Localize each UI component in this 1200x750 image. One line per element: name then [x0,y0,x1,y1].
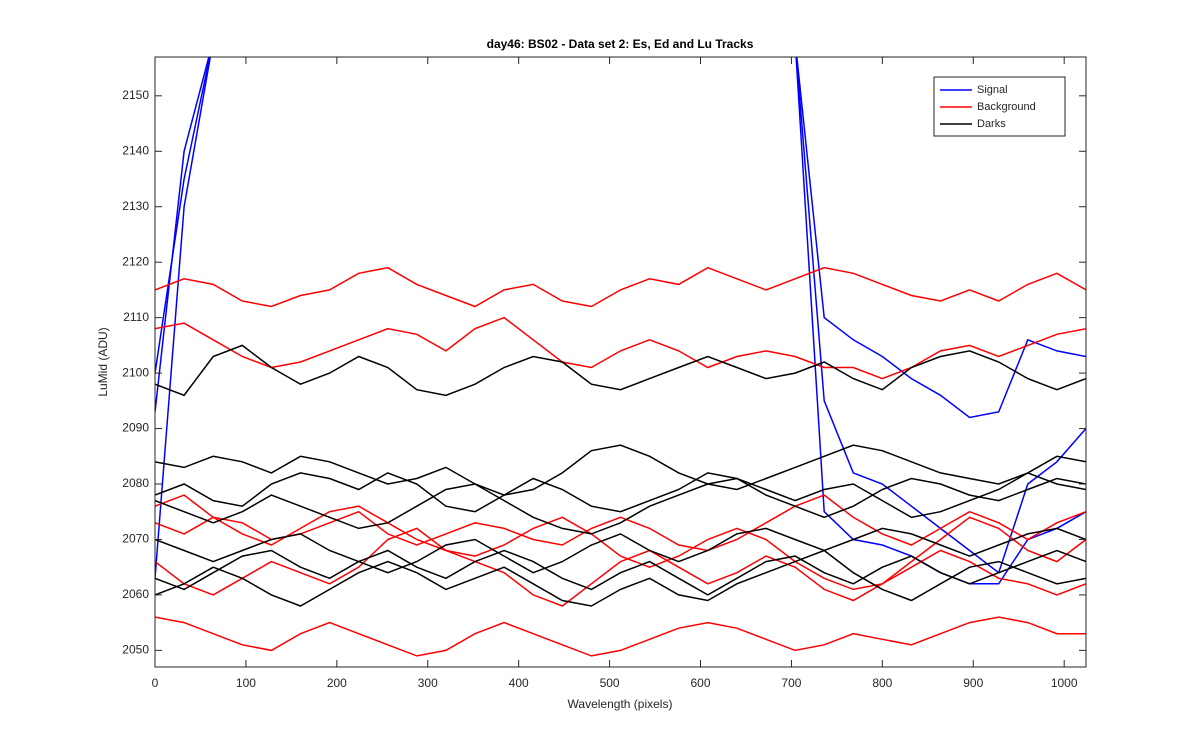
legend-label: Signal [977,84,1008,96]
x-tick-label: 900 [963,676,983,690]
series-line [155,344,1086,397]
series-line [155,472,1086,535]
x-tick-label: 500 [600,676,620,690]
y-tick-label: 2070 [122,532,149,546]
series-line [155,549,1086,596]
y-tick-label: 2100 [122,365,149,379]
legend-label: Darks [977,118,1006,130]
y-tick-label: 2130 [122,199,149,213]
x-tick-label: 400 [509,676,529,690]
x-tick-label: 0 [152,676,159,690]
x-tick-label: 200 [327,676,347,690]
x-tick-label: 1000 [1051,676,1078,690]
x-tick-label: 600 [690,676,710,690]
series-line [155,527,1086,574]
y-tick-label: 2050 [122,643,149,657]
legend-label: Background [977,101,1036,113]
y-tick-label: 2060 [122,587,149,601]
series-line [155,494,1086,591]
x-tick-label: 800 [872,676,892,690]
x-tick-label: 300 [418,676,438,690]
y-tick-label: 2120 [122,254,149,268]
x-axis-label: Wavelength (pixels) [568,697,673,711]
y-tick-label: 2140 [122,143,149,157]
y-axis-label: LuMid (ADU) [96,327,110,396]
y-tick-label: 2080 [122,476,149,490]
series-line [155,444,1086,496]
series-line [155,527,1086,607]
x-tick-label: 100 [236,676,256,690]
plot-area [155,57,1086,667]
series-line [155,549,1086,607]
x-tick-label: 700 [781,676,801,690]
axes-box [154,56,1087,668]
series-line [155,57,1086,419]
lines [155,57,1086,657]
y-tick-label: 2110 [123,310,149,324]
chart-title: day46: BS02 - Data set 2: Es, Ed and Lu … [487,37,754,51]
series-line [155,616,1086,657]
y-tick-label: 2150 [122,88,149,102]
series-line [155,472,1086,519]
series-line [155,494,1086,552]
y-tick-label: 2090 [122,421,149,435]
series-line [155,266,1086,308]
series-line [155,316,1086,380]
